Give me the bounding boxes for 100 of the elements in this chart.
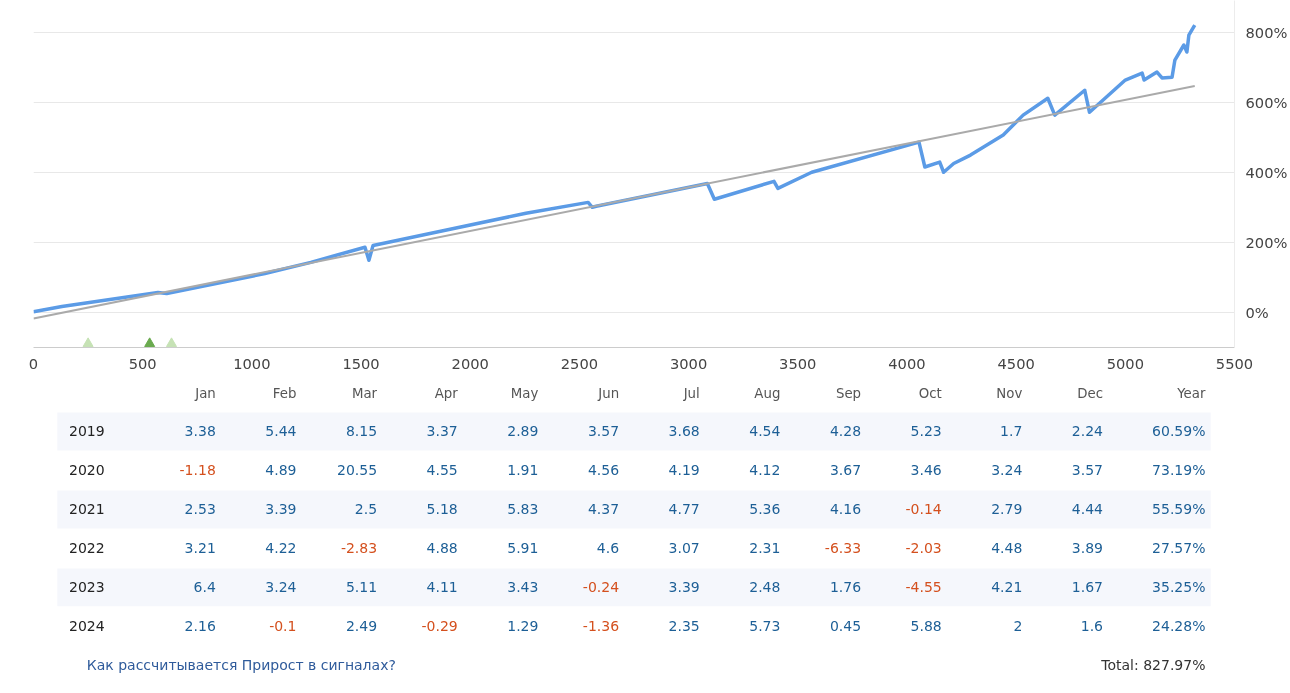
data-label: 3.38: [184, 423, 216, 440]
y-tick-label: 200%: [1245, 233, 1288, 251]
data-label: 0.45: [829, 618, 862, 635]
x-tick-label: 2500: [560, 354, 599, 372]
data-label: 3.46: [910, 462, 942, 479]
x-tick-label: Sep: [835, 386, 862, 402]
data-label: 4.19: [668, 462, 700, 479]
data-label: 4.37: [587, 501, 620, 518]
data-label: 3.24: [991, 462, 1023, 479]
data-label: 3.37: [426, 423, 458, 440]
x-tick-label: 4000: [888, 354, 926, 372]
y-tick-label: 2020: [68, 462, 105, 479]
x-tick-label: Jan: [194, 386, 216, 402]
data-label: 3.67: [829, 462, 862, 479]
y-tick-label: 2022: [68, 540, 105, 557]
data-label: 3.21: [184, 540, 216, 557]
data-label: 1.76: [829, 579, 862, 596]
data-label: 5.91: [507, 540, 539, 557]
data-label: 5.44: [265, 423, 297, 440]
data-label: 55.59%: [1152, 501, 1206, 518]
data-label: 73.19%: [1152, 462, 1206, 479]
data-label: 1.91: [507, 462, 539, 479]
x-tick-label: 4500: [997, 354, 1035, 372]
y-tick-label: 600%: [1245, 93, 1288, 111]
data-label: 5.11: [345, 579, 378, 596]
x-tick-label: 1500: [342, 354, 380, 372]
x-tick-label: May: [510, 386, 539, 402]
data-label: 1.29: [507, 618, 539, 635]
data-label: 20.55: [337, 462, 378, 479]
data-label: -0.14: [905, 501, 942, 518]
x-tick-label: 0: [28, 354, 39, 372]
data-label: 2.89: [507, 423, 539, 440]
data-label: 1.67: [1071, 579, 1104, 596]
x-tick-label: Apr: [434, 386, 459, 402]
data-label: 5.73: [749, 618, 781, 635]
data-label: 4.22: [265, 540, 297, 557]
data-label: 4.89: [265, 462, 297, 479]
data-label: 24.28%: [1152, 618, 1206, 635]
x-tick-label: 5000: [1106, 354, 1144, 372]
data-label: 3.57: [587, 423, 620, 440]
x-tick-label: Aug: [754, 386, 781, 402]
data-label: 3.07: [668, 540, 700, 557]
x-tick-label: Jun: [597, 386, 620, 402]
data-label: 2.31: [749, 540, 781, 557]
x-tick-label: 1000: [233, 354, 271, 372]
data-label: 2.16: [184, 618, 216, 635]
data-label: -1.36: [582, 618, 620, 635]
data-label: 4.21: [991, 579, 1023, 596]
x-tick-label: Feb: [272, 386, 297, 402]
data-label: 1.7: [1000, 423, 1023, 440]
y-tick-label: 2019: [68, 423, 105, 440]
data-label: -0.24: [582, 579, 620, 596]
data-label: 2.24: [1071, 423, 1104, 440]
data-label: 4.6: [596, 540, 620, 557]
data-label: 5.23: [910, 423, 942, 440]
data-label: -4.55: [905, 579, 942, 596]
x-tick-label: Nov: [996, 386, 1023, 402]
data-label: 4.44: [1071, 501, 1104, 518]
data-label: 4.11: [426, 579, 458, 596]
data-label: 3.57: [1071, 462, 1104, 479]
data-label: 8.15: [345, 423, 378, 440]
data-label: 3.89: [1071, 540, 1104, 557]
data-label: 2.35: [668, 618, 700, 635]
data-label: 5.18: [426, 501, 458, 518]
x-tick-label: 3500: [779, 354, 817, 372]
y-tick-label: 0%: [1245, 303, 1269, 321]
x-tick-label: Jul: [682, 386, 700, 402]
data-label: 60.59%: [1152, 423, 1206, 440]
data-label: 2.48: [749, 579, 781, 596]
data-label: -2.83: [340, 540, 378, 557]
y-tick-label: 400%: [1245, 163, 1288, 181]
text: Как рассчитывается Прирост в сигналах?: [86, 657, 396, 674]
data-label: -0.1: [269, 618, 297, 635]
data-label: 2.53: [184, 501, 216, 518]
x-tick-label: 3000: [669, 354, 708, 372]
x-tick-label: Year: [1176, 386, 1206, 402]
data-label: 4.54: [749, 423, 781, 440]
data-label: 5.83: [507, 501, 539, 518]
data-label: 4.16: [829, 501, 862, 518]
data-label: -0.29: [421, 618, 458, 635]
y-tick-label: 2021: [68, 501, 105, 518]
y-tick-label: 2023: [68, 579, 105, 596]
data-label: 4.88: [426, 540, 458, 557]
data-label: 35.25%: [1152, 579, 1206, 596]
data-label: 4.12: [749, 462, 781, 479]
data-label: 2.49: [345, 618, 378, 635]
data-label: 2: [1013, 618, 1023, 635]
x-tick-label: 5500: [1215, 354, 1254, 372]
data-label: 5.36: [749, 501, 781, 518]
text: Total: 827.97%: [1100, 657, 1206, 674]
data-label: 4.48: [991, 540, 1023, 557]
data-label: 3.39: [668, 579, 700, 596]
data-label: 5.88: [910, 618, 942, 635]
data-label: 4.28: [829, 423, 862, 440]
data-label: 2.5: [354, 501, 378, 518]
x-tick-label: Dec: [1077, 386, 1104, 402]
data-label: 4.55: [426, 462, 458, 479]
y-tick-label: 800%: [1245, 23, 1288, 41]
y-tick-label: 2024: [68, 618, 105, 635]
data-label: 27.57%: [1152, 540, 1206, 557]
